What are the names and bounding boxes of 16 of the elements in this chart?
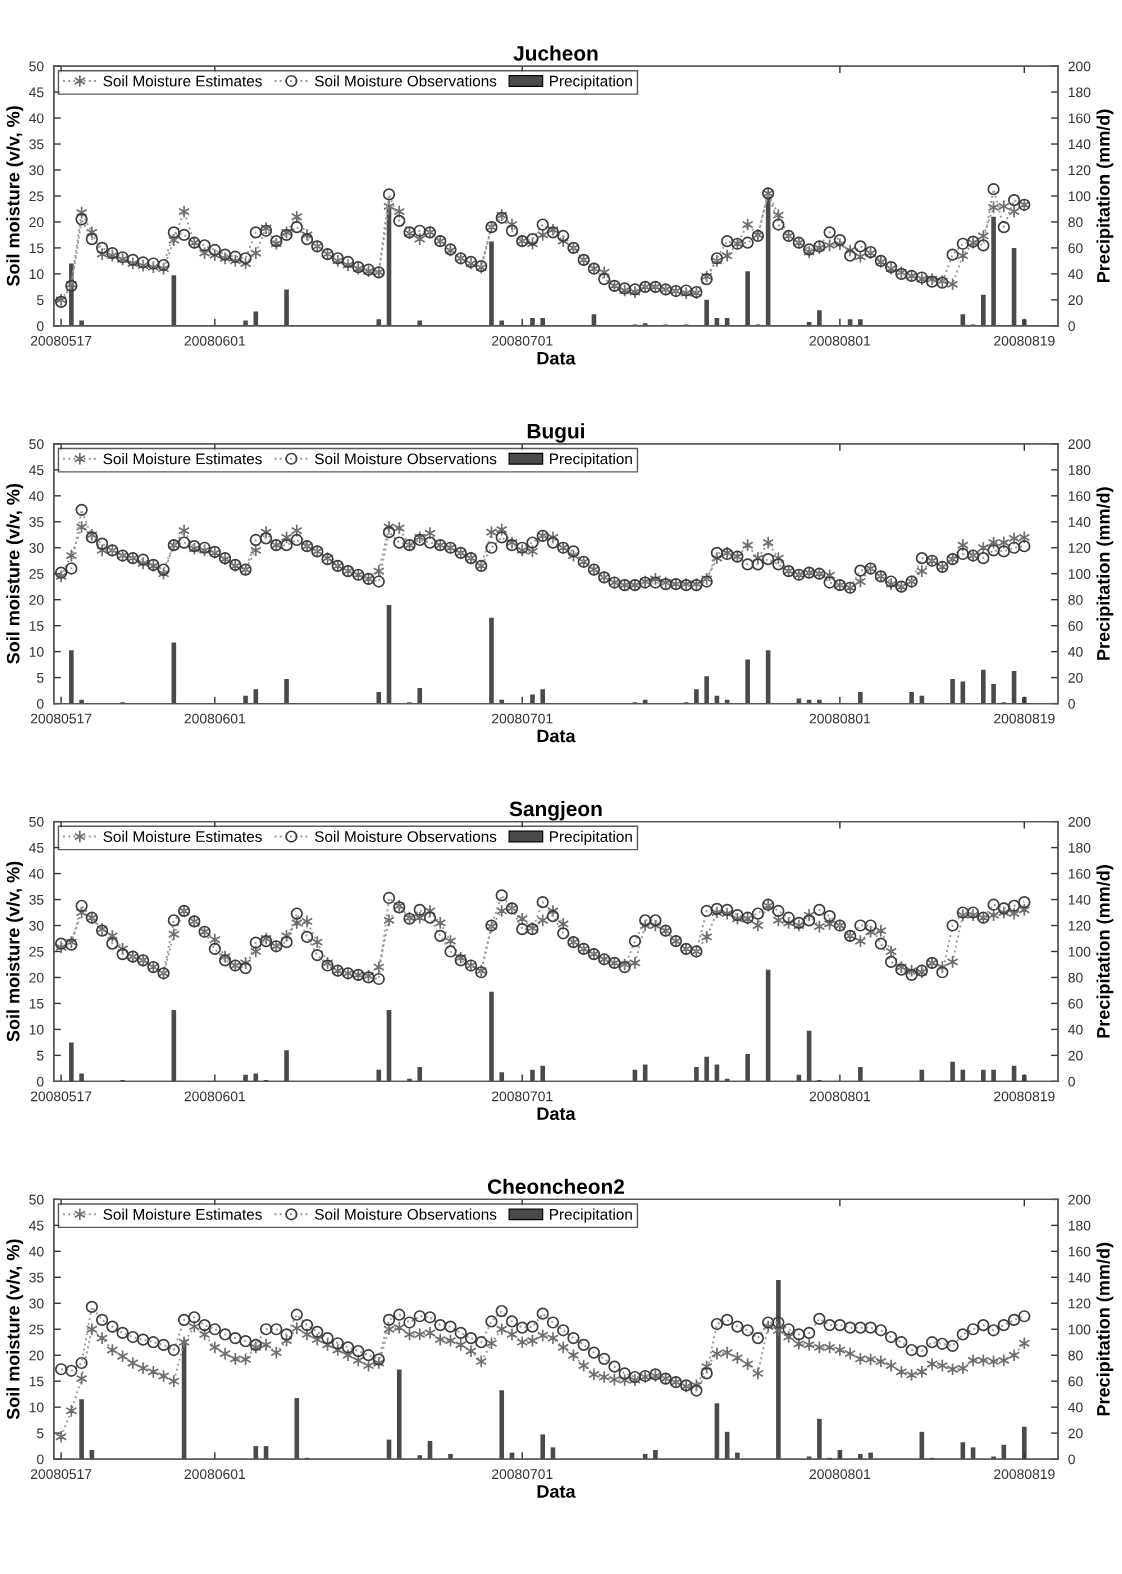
x-axis-title: Data bbox=[537, 351, 576, 365]
chart-title: Bugui bbox=[527, 423, 584, 443]
chart-title: Jucheon bbox=[513, 45, 598, 61]
x-axis-title: Data bbox=[537, 729, 576, 743]
y-axis-title: Soil moisture (v/v, %) bbox=[6, 106, 24, 287]
y2-axis-title: Precipitation (mm/d) bbox=[1096, 487, 1114, 660]
y2-axis-title: Precipitation (mm/d) bbox=[1096, 1242, 1114, 1416]
x-axis-title: Data bbox=[537, 1107, 576, 1121]
y2-axis-title: Precipitation (mm/d) bbox=[1096, 865, 1114, 1038]
chart-title: Sangjeon bbox=[509, 800, 602, 821]
y2-axis-title: Precipitation (mm/d) bbox=[1096, 109, 1114, 283]
chart-title: Cheoncheon2 bbox=[487, 1178, 624, 1195]
x-axis-title: Data bbox=[537, 1485, 576, 1498]
y-axis-title: Soil moisture (v/v, %) bbox=[6, 861, 24, 1042]
y-axis-title: Soil moisture (v/v, %) bbox=[6, 1239, 24, 1420]
y-axis-title: Soil moisture (v/v, %) bbox=[6, 483, 24, 664]
